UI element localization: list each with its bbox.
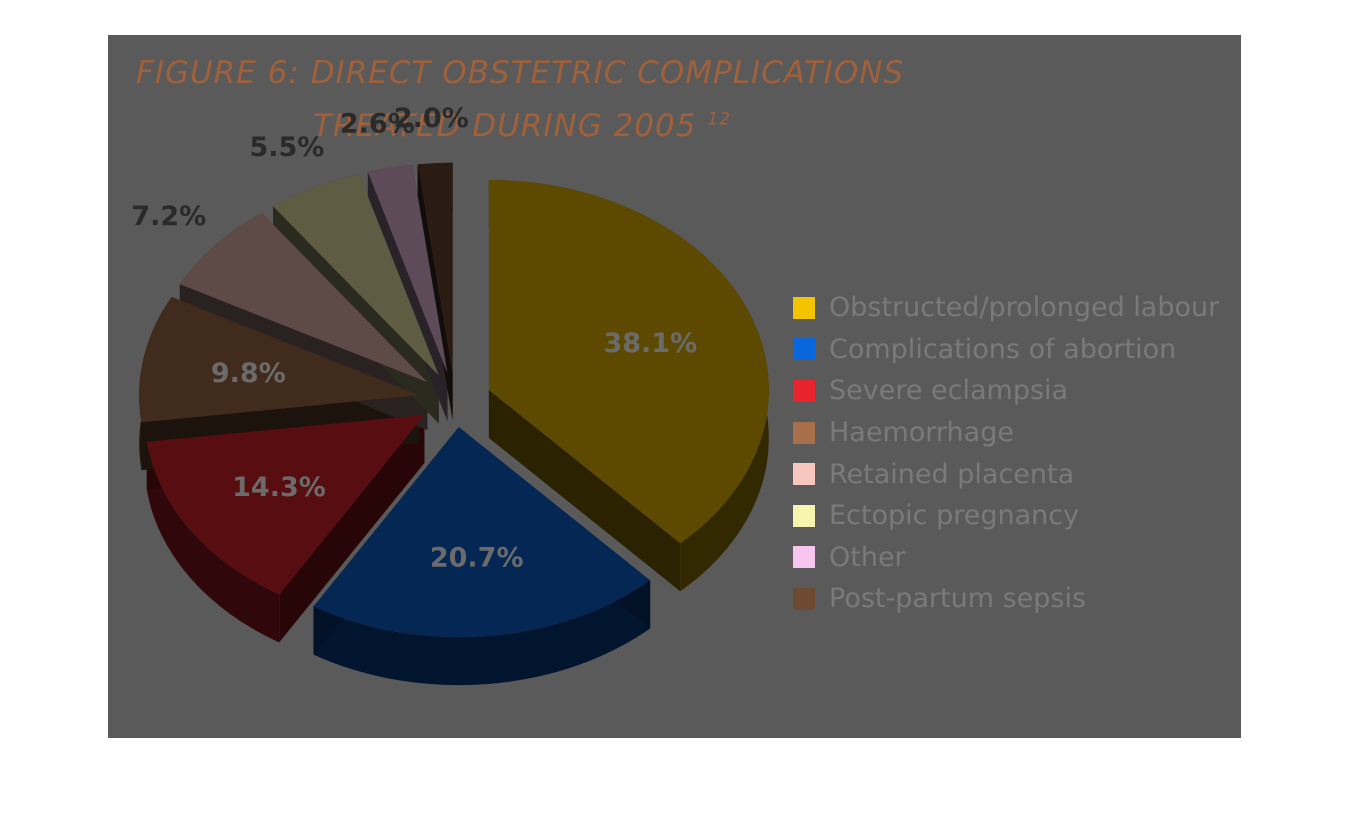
pie-slice-side <box>313 580 651 686</box>
chart-title-line1: FIGURE 6: DIRECT OBSTETRIC COMPLICATIONS <box>136 55 904 91</box>
pie-slice-side <box>146 441 280 643</box>
data-label: 14.3% <box>232 472 326 503</box>
legend-label: Complications of abortion <box>829 333 1177 365</box>
legend-swatch <box>793 296 815 319</box>
data-label: 2.0% <box>394 103 469 134</box>
legend-swatch <box>793 546 815 569</box>
legend-label: Other <box>829 541 906 573</box>
legend-item: Complications of abortion <box>793 329 1219 371</box>
data-label: 7.2% <box>131 201 206 232</box>
legend-swatch <box>793 421 815 444</box>
legend-item: Haemorrhage <box>793 412 1219 454</box>
legend-swatch <box>793 379 815 402</box>
pie-slice <box>417 162 453 373</box>
legend-item: Ectopic pregnancy <box>793 495 1219 537</box>
data-label: 2.6% <box>340 109 415 140</box>
data-label: 38.1% <box>603 328 697 359</box>
pie-slice-wall <box>488 389 681 592</box>
legend-item: Severe eclampsia <box>793 370 1219 412</box>
legend-swatch <box>793 338 815 361</box>
legend-label: Post-partum sepsis <box>829 583 1087 615</box>
legend-swatch <box>793 504 815 527</box>
chart-legend: Obstructed/prolonged labour Complications… <box>793 287 1219 620</box>
legend-swatch <box>793 463 815 486</box>
data-label: 20.7% <box>430 543 524 574</box>
chart-title-line2: TREATED DURING 2005 12 <box>313 108 731 144</box>
pie-slice-wall <box>279 414 425 643</box>
chart-title-footnote: 12 <box>707 109 731 130</box>
legend-swatch <box>793 587 815 610</box>
pie-slice <box>139 297 420 423</box>
legend-item: Obstructed/prolonged labour <box>793 287 1219 329</box>
legend-item: Retained placenta <box>793 453 1219 495</box>
pie-slice <box>146 414 425 595</box>
data-label: 5.5% <box>249 132 324 163</box>
legend-label: Ectopic pregnancy <box>829 500 1080 532</box>
legend-item: Other <box>793 537 1219 579</box>
legend-label: Obstructed/prolonged labour <box>829 292 1220 324</box>
chart-title-text2: TREATED DURING 2005 <box>313 108 697 144</box>
pie-slice <box>179 212 428 383</box>
legend-item: Post-partum sepsis <box>793 578 1219 620</box>
legend-label: Severe eclampsia <box>829 375 1069 407</box>
pie-slice <box>313 427 651 638</box>
chart-title-text1: FIGURE 6: DIRECT OBSTETRIC COMPLICATIONS <box>136 55 905 91</box>
data-label: 9.8% <box>211 358 286 389</box>
legend-label: Retained placenta <box>829 458 1075 490</box>
pie-slice <box>273 174 439 376</box>
pie-slice <box>367 164 448 374</box>
legend-label: Haemorrhage <box>829 417 1014 449</box>
pie-slice <box>488 179 769 544</box>
